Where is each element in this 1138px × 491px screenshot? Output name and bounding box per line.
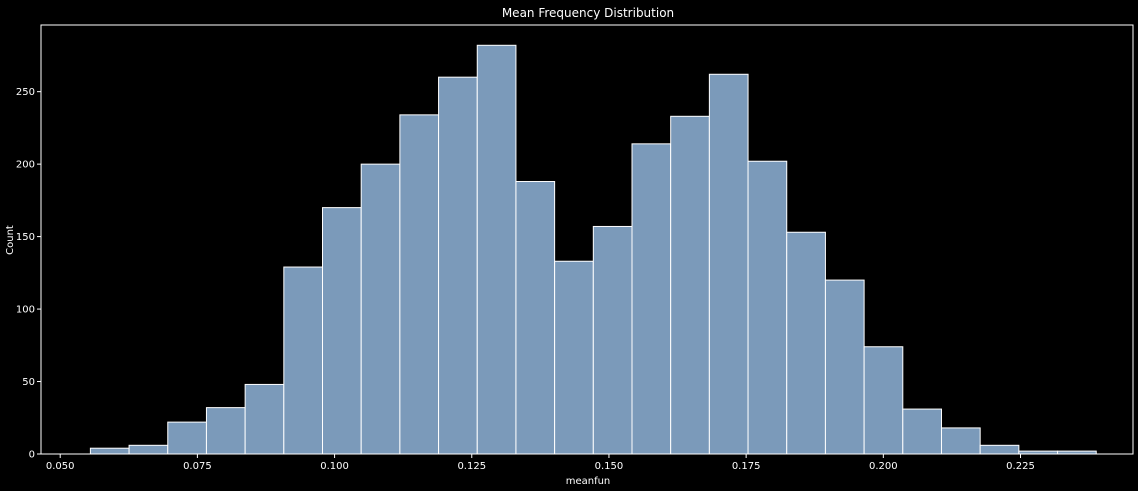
histogram-bar [167, 421, 207, 455]
bars-group [89, 44, 1097, 455]
x-tick-label: 0.175 [732, 461, 761, 472]
x-tick-label: 0.100 [320, 461, 349, 472]
histogram-bar [89, 447, 130, 455]
y-tick-label: 50 [22, 377, 35, 388]
x-tick-label: 0.075 [183, 461, 212, 472]
histogram-bar [244, 383, 285, 455]
histogram-bar [670, 115, 710, 455]
y-axis-ticks: 0 50 100 150 200 250 [16, 87, 41, 461]
histogram-bar [747, 160, 788, 455]
histogram-bar [283, 266, 324, 455]
histogram-bar [515, 181, 556, 455]
histogram-bar [979, 444, 1020, 455]
x-tick-label: 0.125 [457, 461, 486, 472]
histogram-bar [824, 279, 865, 455]
y-tick-label: 100 [16, 305, 35, 316]
x-tick-label: 0.225 [1006, 461, 1035, 472]
x-tick-label: 0.200 [869, 461, 898, 472]
y-axis-label: Count [5, 225, 16, 255]
histogram-bar [863, 346, 904, 455]
histogram-bar [592, 225, 633, 455]
y-tick-label: 200 [16, 160, 35, 171]
histogram-bar [322, 207, 362, 455]
y-tick-label: 250 [16, 87, 35, 98]
histogram-bar [708, 73, 749, 455]
histogram-bar [205, 407, 246, 455]
histogram-bar [399, 114, 440, 455]
plot-frame [40, 24, 1134, 455]
histogram-bar [940, 427, 981, 455]
x-axis-label: meanfun [566, 476, 611, 487]
x-tick-label: 0.150 [595, 461, 624, 472]
histogram-bar [476, 44, 517, 455]
chart-title: Mean Frequency Distribution [502, 6, 674, 20]
histogram-bar [438, 76, 478, 455]
histogram-bar [631, 143, 672, 455]
y-tick-label: 0 [29, 450, 35, 461]
histogram-bar [554, 260, 594, 455]
x-axis-ticks: 0.050 0.075 0.100 0.125 0.150 0.175 0.200 0.225 [46, 454, 1035, 472]
histogram-bar [360, 163, 401, 455]
histogram-bar [786, 231, 826, 455]
x-tick-label: 0.050 [46, 461, 75, 472]
y-tick-label: 150 [16, 232, 35, 243]
histogram-bar [128, 444, 169, 455]
histogram-bar [902, 408, 942, 455]
